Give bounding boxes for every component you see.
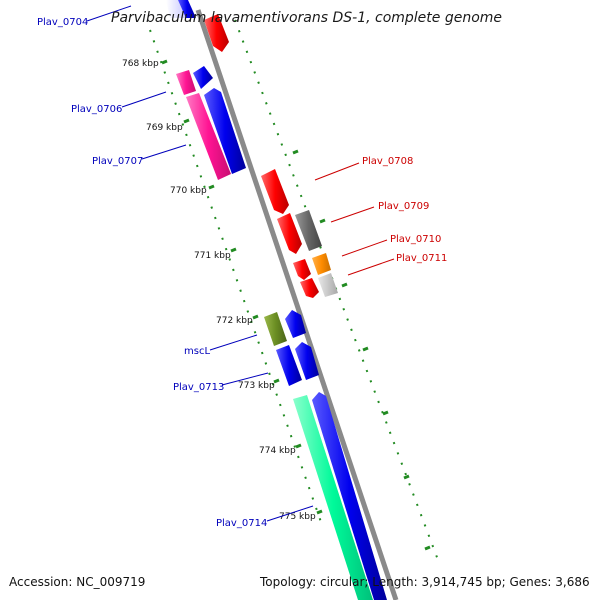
tick-label-772: 772 kbp xyxy=(216,316,253,326)
gene-label-plav-0711[interactable]: Plav_0711 xyxy=(396,253,447,264)
leader-lines-reverse xyxy=(314,162,395,276)
gene-plav-0705[interactable] xyxy=(204,14,229,52)
kbp-tick-labels: 768 kbp 769 kbp 770 kbp 771 kbp 772 kbp … xyxy=(122,59,316,522)
gene-plav-0714b[interactable] xyxy=(312,392,387,600)
outer-major-ticks xyxy=(161,59,323,515)
genome-summary-text: Topology: circular; Length: 3,914,745 bp… xyxy=(259,575,590,589)
gene-label-plav-0708[interactable]: Plav_0708 xyxy=(362,156,413,167)
inner-major-ticks xyxy=(292,149,431,551)
gene-plav-0710b[interactable] xyxy=(312,253,331,275)
gene-label-plav-0714[interactable]: Plav_0714 xyxy=(216,518,267,529)
gene-plav-0709b[interactable] xyxy=(295,210,322,251)
gene-plav-0706a[interactable] xyxy=(176,70,196,95)
tick-label-768: 768 kbp xyxy=(122,59,159,69)
gene-plav-0710a[interactable] xyxy=(293,259,311,280)
gene-label-plav-0709[interactable]: Plav_0709 xyxy=(378,201,429,212)
gene-plav-0704[interactable] xyxy=(178,0,196,18)
gene-mscL-b[interactable] xyxy=(285,310,306,338)
gene-plav-0706b[interactable] xyxy=(193,66,213,89)
tick-label-773: 773 kbp xyxy=(238,381,275,391)
tick-label-769: 769 kbp xyxy=(146,123,183,133)
tick-label-775: 775 kbp xyxy=(279,512,316,522)
gene-label-plav-0706[interactable]: Plav_0706 xyxy=(71,104,122,115)
gene-label-plav-0713[interactable]: Plav_0713 xyxy=(173,382,224,393)
gene-label-plav-0707[interactable]: Plav_0707 xyxy=(92,156,143,167)
tick-label-770: 770 kbp xyxy=(170,186,207,196)
tick-label-771: 771 kbp xyxy=(194,251,231,261)
accession-text: Accession: NC_009719 xyxy=(9,575,145,589)
genome-backbone xyxy=(195,9,399,600)
map-title: Parvibaculum lavamentivorans DS-1, compl… xyxy=(111,10,502,26)
gene-plav-0707a[interactable] xyxy=(186,93,231,180)
gene-label-plav-0704[interactable]: Plav_0704 xyxy=(37,17,88,28)
gene-plav-0713b[interactable] xyxy=(295,342,319,380)
gene-plav-0707b[interactable] xyxy=(204,88,246,174)
gene-labels: Plav_0704 Plav_0706 Plav_0707 Plav_0708 … xyxy=(37,17,447,529)
gene-plav-0713a[interactable] xyxy=(276,345,302,386)
gene-mscL[interactable] xyxy=(264,312,287,346)
gene-plav-0711b[interactable] xyxy=(318,273,338,297)
gene-plav-0714a[interactable] xyxy=(293,395,373,600)
gene-label-mscl[interactable]: mscL xyxy=(184,346,210,357)
tick-track-outer xyxy=(149,29,323,526)
gene-plav-0709a[interactable] xyxy=(277,213,302,254)
tick-label-774: 774 kbp xyxy=(259,446,296,456)
gene-label-plav-0710[interactable]: Plav_0710 xyxy=(390,234,441,245)
leader-lines-forward xyxy=(86,5,314,522)
gene-plav-0708[interactable] xyxy=(261,169,289,214)
gene-plav-0711a[interactable] xyxy=(300,278,319,298)
